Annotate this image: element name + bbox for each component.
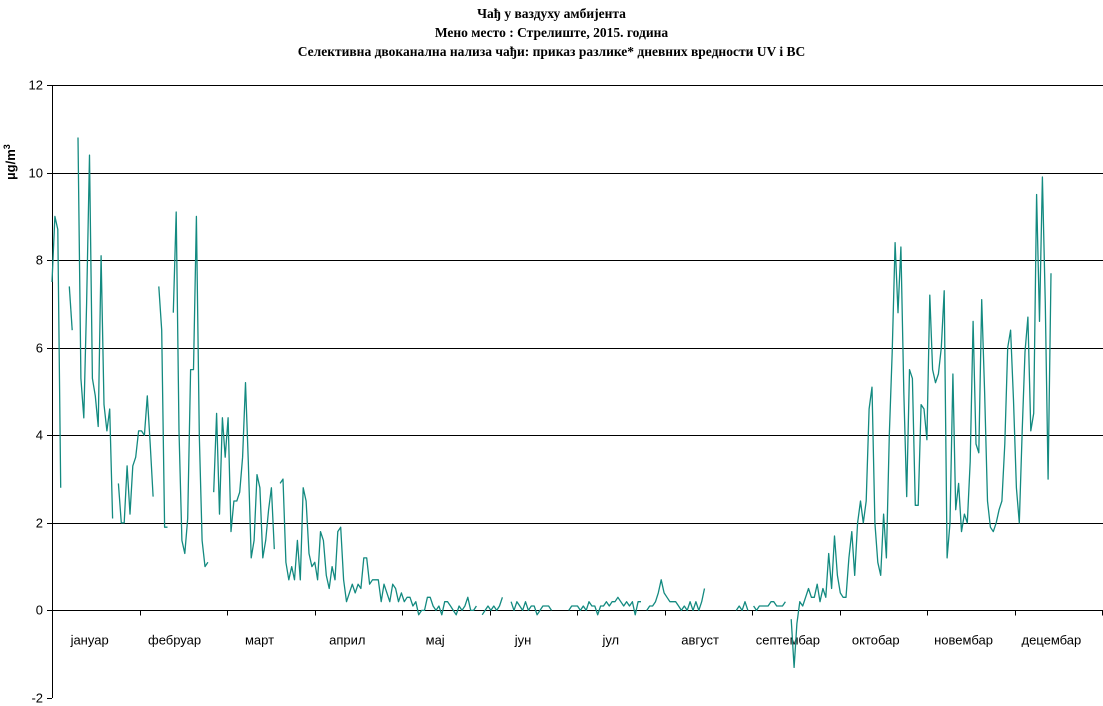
- x-tick-label: септембар: [756, 633, 820, 648]
- series-line: [753, 601, 786, 612]
- series-line: [77, 137, 114, 519]
- x-tick-label: фебруар: [148, 633, 201, 648]
- y-tick-label: 0: [36, 603, 43, 618]
- x-tick-label: мај: [426, 633, 445, 648]
- x-tick-label: јун: [514, 633, 532, 648]
- x-tick-label: јул: [601, 633, 619, 648]
- y-tick-label: 10: [29, 166, 43, 181]
- x-tick-label: април: [329, 633, 365, 648]
- x-tick-label: октобар: [852, 633, 900, 648]
- y-tick-label: 6: [36, 341, 43, 356]
- series-line: [68, 286, 73, 331]
- y-tick-label: -2: [31, 691, 43, 706]
- x-tick-label: новембар: [934, 633, 993, 648]
- x-axis: јануар фебруар март април мај јун јул август сеп…: [52, 610, 1103, 648]
- chart-title-line-1: Чађ у ваздуху амбијента: [477, 6, 626, 21]
- series-line: [213, 382, 275, 559]
- series-line: [790, 176, 1052, 669]
- chart-title-line-2: Мено место : Стрелиште, 2015. година: [434, 25, 669, 40]
- y-axis: -2 0 2 4 6 8 10 12: [29, 78, 53, 706]
- y-tick-label: 4: [36, 428, 43, 443]
- series-line: [172, 211, 209, 568]
- x-tick-label: август: [681, 633, 719, 648]
- x-tick-label: децембар: [1021, 633, 1081, 648]
- series-line: [117, 395, 154, 524]
- y-axis-label: µg/m3: [2, 144, 18, 180]
- chart-title-line-3: Селективна двоканална нализа чађи: прика…: [297, 44, 806, 59]
- series-line: [481, 597, 504, 616]
- y-tick-label: 8: [36, 253, 43, 268]
- series-line: [158, 286, 168, 528]
- x-tick-label: јануар: [70, 633, 109, 648]
- plot-area: [51, 137, 1052, 669]
- series-line: [51, 215, 62, 488]
- series-line: [510, 601, 553, 616]
- x-tick-label: март: [245, 633, 274, 648]
- y-tick-label: 2: [36, 516, 43, 531]
- y-tick-label: 12: [29, 78, 43, 93]
- chart-title: Чађ у ваздуху амбијента Мено место : Стр…: [0, 4, 1103, 61]
- series-line: [646, 579, 706, 612]
- series-line: [568, 596, 641, 616]
- series-line: [735, 601, 749, 612]
- series-line: [279, 478, 477, 616]
